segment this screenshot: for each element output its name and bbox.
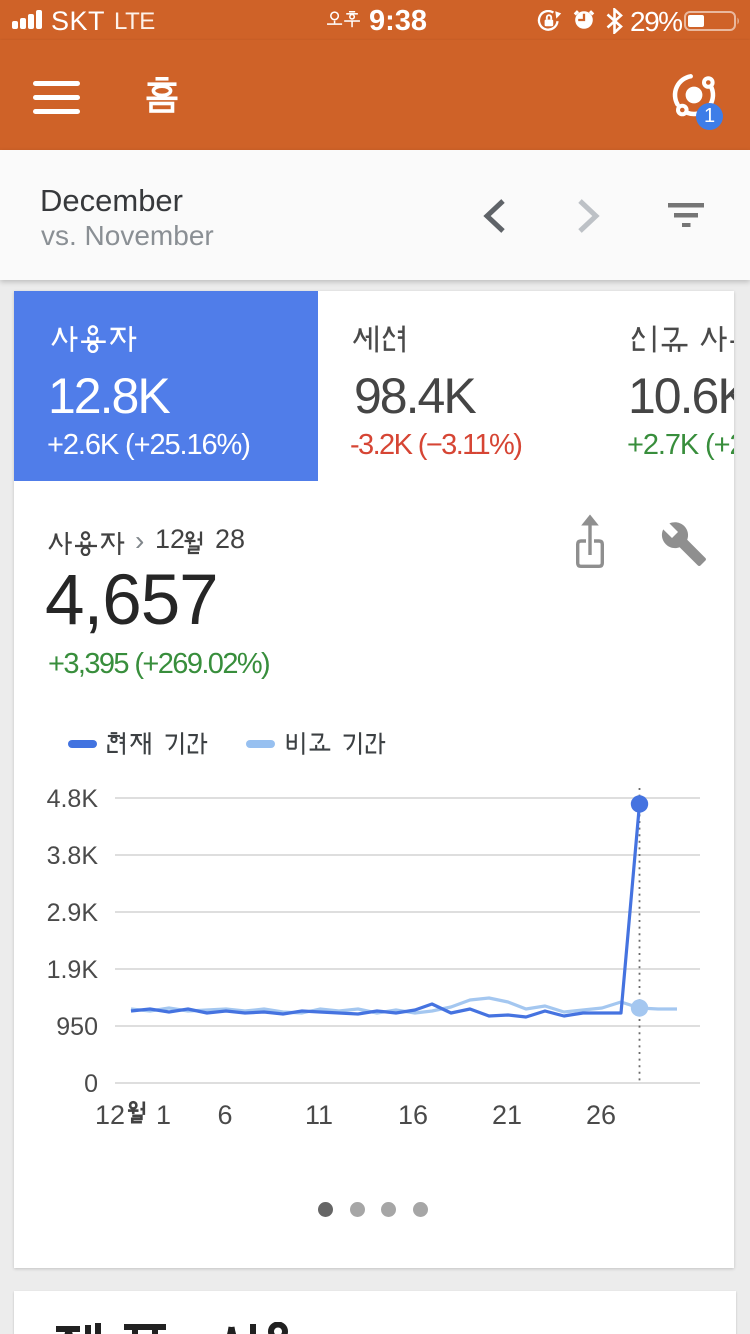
- svg-text:3.8K: 3.8K: [47, 842, 99, 870]
- svg-text:16: 16: [398, 1100, 428, 1130]
- svg-text:2.9K: 2.9K: [47, 899, 99, 927]
- svg-text:26: 26: [586, 1100, 616, 1130]
- svg-text:4.8K: 4.8K: [47, 785, 99, 813]
- svg-text:11: 11: [305, 1100, 333, 1130]
- svg-text:0: 0: [84, 1070, 98, 1098]
- svg-text:6: 6: [217, 1100, 232, 1130]
- svg-text:1: 1: [156, 1100, 171, 1130]
- svg-text:21: 21: [492, 1100, 522, 1130]
- svg-text:12: 12: [95, 1100, 125, 1130]
- svg-text:950: 950: [56, 1013, 98, 1041]
- svg-text:1.9K: 1.9K: [47, 956, 99, 984]
